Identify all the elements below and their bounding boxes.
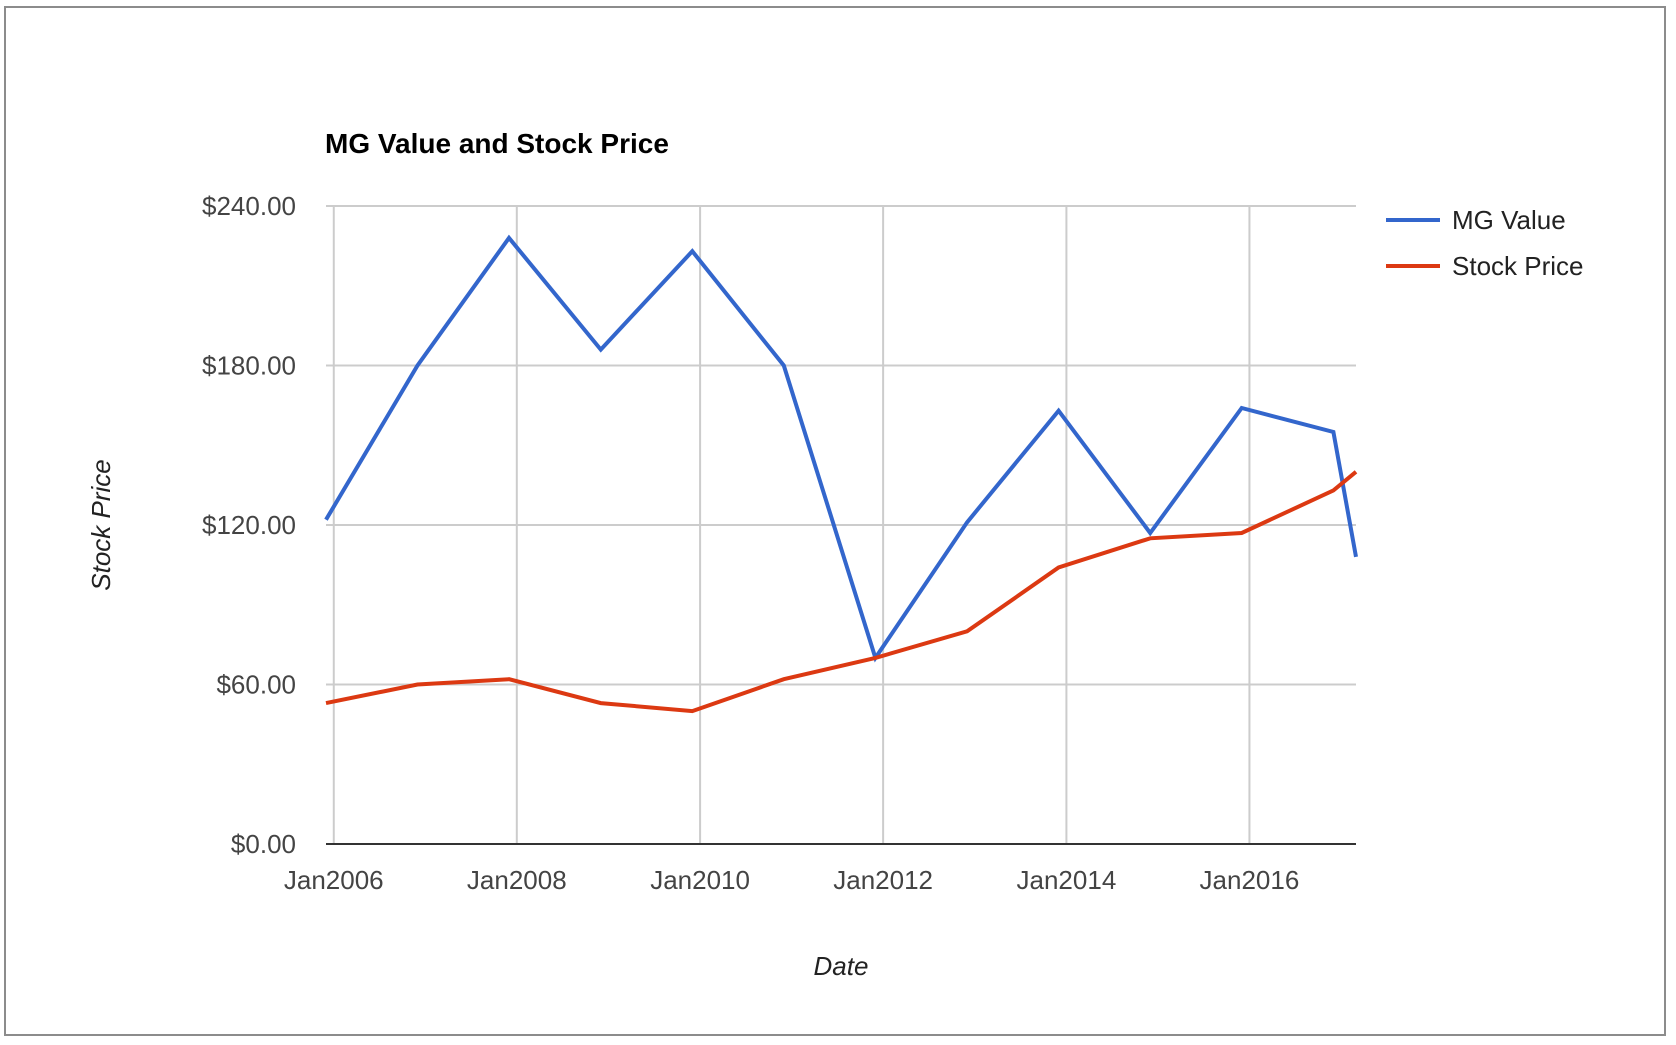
chart-title: MG Value and Stock Price bbox=[325, 128, 669, 159]
series-lines bbox=[324, 234, 1358, 714]
y-tick-label: $120.00 bbox=[202, 510, 296, 540]
y-tick-label: $60.00 bbox=[216, 670, 296, 700]
y-tick-label: $240.00 bbox=[202, 191, 296, 221]
legend: MG Value Stock Price bbox=[1386, 205, 1584, 281]
legend-label-stock-price: Stock Price bbox=[1452, 251, 1584, 281]
y-tick-label: $0.00 bbox=[231, 829, 296, 859]
x-tick-label: Jan2006 bbox=[284, 865, 384, 895]
grid-lines bbox=[326, 205, 1356, 844]
x-tick-label: Jan2010 bbox=[650, 865, 750, 895]
y-axis-title: Stock Price bbox=[86, 459, 116, 591]
series-line-stock-price[interactable] bbox=[325, 470, 1358, 714]
legend-label-mg-value: MG Value bbox=[1452, 205, 1566, 235]
series-line-mg-value[interactable] bbox=[324, 234, 1358, 663]
y-tick-label: $180.00 bbox=[202, 351, 296, 381]
x-tick-label: Jan2012 bbox=[833, 865, 933, 895]
x-axis-title: Date bbox=[814, 951, 869, 981]
axes: $0.00 $60.00 $120.00 $180.00 $240.00 Jan2006 J… bbox=[202, 191, 1356, 895]
x-tick-label: Jan2014 bbox=[1017, 865, 1117, 895]
x-tick-label: Jan2016 bbox=[1200, 865, 1300, 895]
x-tick-label: Jan2008 bbox=[467, 865, 567, 895]
chart-container[interactable] bbox=[4, 6, 1666, 1036]
